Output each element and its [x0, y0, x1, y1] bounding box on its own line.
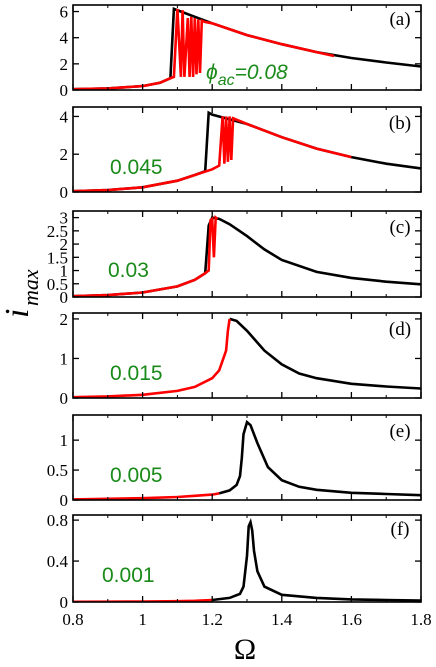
series-forward-sweep	[73, 492, 220, 500]
y-tick-label: 1	[60, 431, 69, 450]
x-axis-ticklabels: 0.8 1 1.2 1.4 1.6 1.8	[62, 610, 431, 629]
y-tick-label: 0.4	[47, 552, 69, 571]
series-forward-sweep	[73, 8, 335, 90]
panel-d: 0 1 2 (d) 0.015	[60, 310, 422, 408]
y-tick-label: 0	[60, 183, 69, 202]
y-tick-label: 0	[60, 389, 69, 408]
panel-a: 0 2 4 6 (a) ϕac=0.08	[60, 3, 422, 100]
panel-tag: (d)	[389, 319, 411, 340]
plot-frame	[72, 210, 422, 298]
x-tick-label: 1.2	[202, 610, 223, 629]
y-axis-title: i max	[0, 269, 43, 318]
amplitude-label: 0.005	[110, 464, 163, 487]
y-tick-label: 4	[60, 29, 69, 48]
series-backward-sweep	[73, 216, 421, 297]
amplitude-label: 0.03	[108, 259, 149, 282]
y-tick-label: 2	[60, 310, 69, 329]
x-tick-label: 1.4	[271, 610, 293, 629]
panel-e: 0 0.5 1 (e) 0.005	[47, 414, 422, 510]
panel-tag: (f)	[391, 519, 410, 540]
series-forward-sweep	[73, 318, 231, 398]
panel-tag: (a)	[389, 9, 410, 30]
series-forward-sweep	[73, 215, 219, 297]
y-tick-label: 2	[60, 235, 69, 254]
plot-frame	[72, 414, 422, 501]
panel-tag: (c)	[389, 217, 410, 238]
panel-tag: (b)	[389, 113, 411, 134]
y-axis-title-sub: max	[18, 269, 43, 306]
amplitude-label: 0.001	[102, 564, 155, 587]
y-tick-label: 3	[60, 209, 69, 228]
panel-f: 0 0.4 0.8 (f) 0.001	[47, 511, 422, 612]
y-tick-label: 1	[60, 349, 69, 368]
y-tick-label: 0	[60, 593, 69, 612]
plot-frame	[72, 106, 422, 193]
panel-tag: (e)	[389, 421, 410, 442]
y-tick-label: 6	[60, 3, 69, 22]
y-tick-label: 2	[60, 55, 69, 74]
y-tick-label: 4	[60, 107, 69, 126]
amplitude-label: 0.045	[110, 156, 163, 179]
y-tick-label: 0.8	[47, 511, 68, 530]
x-tick-label: 1	[138, 610, 147, 629]
y-tick-label: 0	[60, 81, 69, 100]
amplitude-value: =0.08	[235, 61, 288, 84]
series-backward-sweep	[229, 317, 421, 390]
series-backward-sweep	[218, 419, 421, 497]
panel-b: 0 2 4 (b) 0.045	[60, 106, 422, 202]
amplitude-label: 0.015	[110, 362, 163, 385]
y-tick-label: 2	[60, 145, 69, 164]
amplitude-symbol: ϕ	[206, 61, 218, 84]
y-tick-label: 2.5	[47, 222, 68, 241]
y-tick-label: 0.5	[47, 461, 68, 480]
panel-c: 00.511.522.53 (c) 0.03	[47, 209, 422, 307]
series-forward-sweep	[73, 116, 352, 192]
x-tick-label: 0.8	[62, 610, 83, 629]
y-tick-label: 0	[60, 288, 69, 307]
amplitude-subscript: ac	[218, 72, 235, 89]
y-tick-label: 1	[60, 262, 69, 281]
x-axis-title: Ω	[234, 633, 256, 666]
amplitude-label: ϕac=0.08	[206, 61, 288, 89]
y-axis-title-main: i	[0, 309, 36, 318]
y-tick-label: 0	[60, 491, 69, 510]
y-tick-label: 0.5	[47, 275, 68, 294]
y-tick-label: 1.5	[47, 248, 68, 267]
x-tick-label: 1.6	[341, 610, 362, 629]
series-backward-sweep	[212, 517, 421, 602]
x-tick-label: 1.8	[410, 610, 431, 629]
